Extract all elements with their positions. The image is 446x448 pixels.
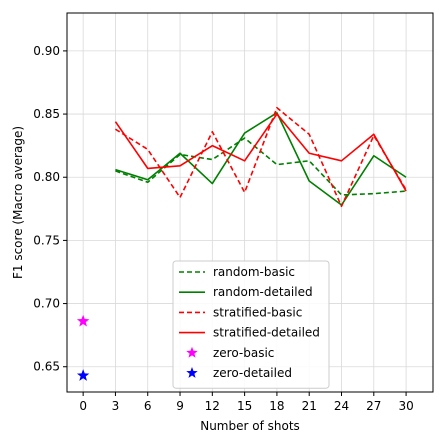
legend-swatch-zero-detailed	[186, 367, 198, 378]
y-axis-title: F1 score (Macro average)	[11, 126, 25, 279]
x-tick-label: 24	[334, 399, 349, 413]
legend: random-basic random-detailed stratified-ba…	[172, 260, 330, 389]
zero-shot-points	[76, 314, 90, 381]
y-tick-label: 0.90	[33, 44, 60, 58]
x-tick-label: 15	[237, 399, 252, 413]
x-tick-label: 6	[144, 399, 152, 413]
legend-label: random-detailed	[213, 285, 313, 299]
legend-label: stratified-basic	[213, 305, 302, 319]
y-tick-label: 0.75	[33, 233, 60, 247]
x-tick-label: 30	[398, 399, 413, 413]
x-tick-label: 21	[302, 399, 317, 413]
y-axis-ticks: 0.65 0.70 0.75 0.80 0.85 0.90	[33, 44, 67, 374]
x-tick-label: 0	[79, 399, 87, 413]
x-tick-label: 27	[366, 399, 381, 413]
y-tick-label: 0.85	[33, 107, 60, 121]
legend-label: random-basic	[213, 265, 295, 279]
y-tick-label: 0.80	[33, 170, 60, 184]
plot-frame	[66, 12, 434, 393]
x-axis-title: Number of shots	[200, 419, 300, 433]
x-tick-label: 12	[205, 399, 220, 413]
legend-label: zero-detailed	[213, 366, 292, 380]
x-axis-ticks: 0 3 6 9 12 15 18 21 24 27 30	[79, 392, 414, 413]
series-line-stratified-detailed	[114, 113, 407, 192]
y-tick-label: 0.65	[33, 360, 60, 374]
point-zero-detailed	[76, 369, 90, 381]
x-tick-label: 3	[112, 399, 120, 413]
point-zero-basic	[76, 314, 90, 327]
series-lines	[114, 106, 407, 208]
legend-label: stratified-detailed	[213, 326, 320, 340]
x-tick-label: 18	[269, 399, 284, 413]
x-tick-label: 9	[176, 399, 184, 413]
legend-swatch-zero-basic	[186, 346, 198, 358]
y-tick-label: 0.70	[33, 297, 60, 311]
series-line-stratified-basic	[115, 106, 407, 208]
legend-box	[172, 260, 330, 389]
legend-label: zero-basic	[213, 346, 274, 360]
